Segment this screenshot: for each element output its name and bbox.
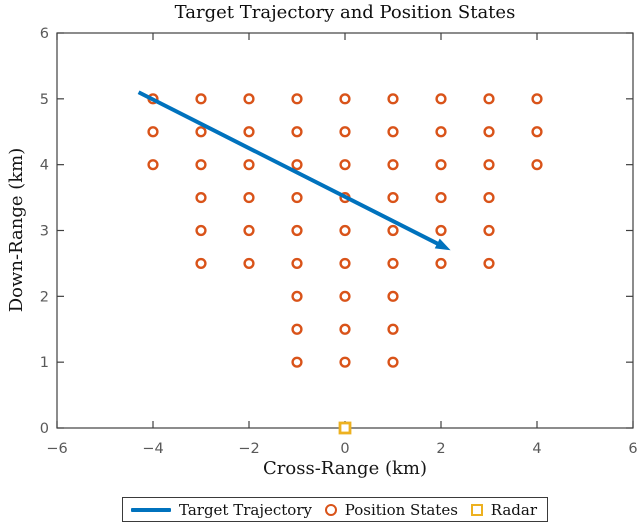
x-axis-label: Cross-Range (km) [263,458,427,479]
legend-label-radar: Radar [490,500,537,519]
position-state-marker [243,257,255,270]
position-state-marker [243,224,255,237]
legend: Target Trajectory Position States Radar [122,497,548,522]
position-state-marker [339,159,351,171]
position-state-marker [387,356,399,368]
position-state-marker [195,93,207,105]
trajectory-line [137,90,442,248]
position-state-marker [387,224,399,237]
position-states-marker-swatch [324,503,337,516]
x-tick-label: 6 [628,441,637,457]
trajectory-arrowhead [434,238,451,251]
trajectory-line-swatch [131,507,171,512]
x-tick-label: 0 [340,441,349,457]
position-state-marker [483,224,495,237]
position-state-marker [483,126,495,138]
position-state-marker [435,257,447,270]
y-tick-label: 1 [40,355,49,371]
position-state-marker [339,224,351,237]
x-tick-label: −4 [142,441,163,457]
position-state-marker [435,191,447,204]
position-state-marker [435,224,447,237]
position-state-marker [291,323,303,335]
position-state-marker [195,224,207,237]
position-state-marker [435,126,447,138]
y-tick-label: 2 [40,289,49,305]
position-state-marker [147,159,159,171]
legend-label-position-states: Position States [344,500,458,519]
position-state-marker [387,191,399,204]
x-tick-label: 2 [436,441,445,457]
chart-title: Target Trajectory and Position States [174,2,516,23]
position-state-marker [387,323,399,335]
position-state-marker [435,93,447,105]
position-state-marker [531,159,543,171]
y-tick-label: 3 [40,224,49,240]
position-state-marker [195,126,207,138]
position-state-marker [387,257,399,270]
y-tick-label: 6 [40,26,49,42]
position-state-marker [243,191,255,204]
legend-entry-trajectory: Target Trajectory [131,501,312,519]
position-state-marker [531,126,543,138]
x-tick-label: −2 [238,441,259,457]
position-state-marker [387,126,399,138]
position-state-marker [387,290,399,302]
position-state-marker [339,126,351,138]
position-state-marker [243,159,255,171]
position-state-marker [243,126,255,138]
position-state-marker [291,159,303,171]
position-state-marker [339,323,351,335]
position-state-marker [195,191,207,204]
position-state-marker [291,290,303,302]
plot-box [56,32,634,429]
position-state-marker [387,159,399,171]
position-state-marker [291,224,303,237]
position-state-marker [291,356,303,368]
position-state-marker [195,257,207,270]
position-state-marker [483,191,495,204]
legend-label-trajectory: Target Trajectory [179,500,312,519]
position-state-marker [339,257,351,270]
x-tick-label: 4 [532,441,541,457]
position-state-marker [291,93,303,105]
radar-marker [338,421,352,435]
position-state-marker [435,159,447,171]
position-state-marker [483,159,495,171]
y-tick-label: 5 [40,92,49,108]
x-tick-label: −6 [46,441,67,457]
legend-entry-position-states: Position States [324,500,458,519]
position-state-marker [531,93,543,105]
position-state-marker [243,93,255,105]
y-tick-label: 0 [40,421,49,437]
y-tick-label: 4 [40,158,49,174]
position-state-marker [387,93,399,105]
position-state-marker [291,126,303,138]
radar-marker-swatch [470,503,483,516]
position-state-marker [339,290,351,302]
position-state-marker [483,257,495,270]
legend-entry-radar: Radar [470,500,537,519]
y-axis-label: Down-Range (km) [6,147,27,313]
position-state-marker [195,159,207,171]
position-state-marker [147,126,159,138]
position-state-marker [339,93,351,105]
position-state-marker [339,356,351,368]
plot-svg: −6 −4 −2 0 2 4 6 0 1 2 3 4 5 6 [40,26,638,457]
position-state-marker [483,93,495,105]
position-state-marker [291,257,303,270]
position-state-marker [291,191,303,204]
